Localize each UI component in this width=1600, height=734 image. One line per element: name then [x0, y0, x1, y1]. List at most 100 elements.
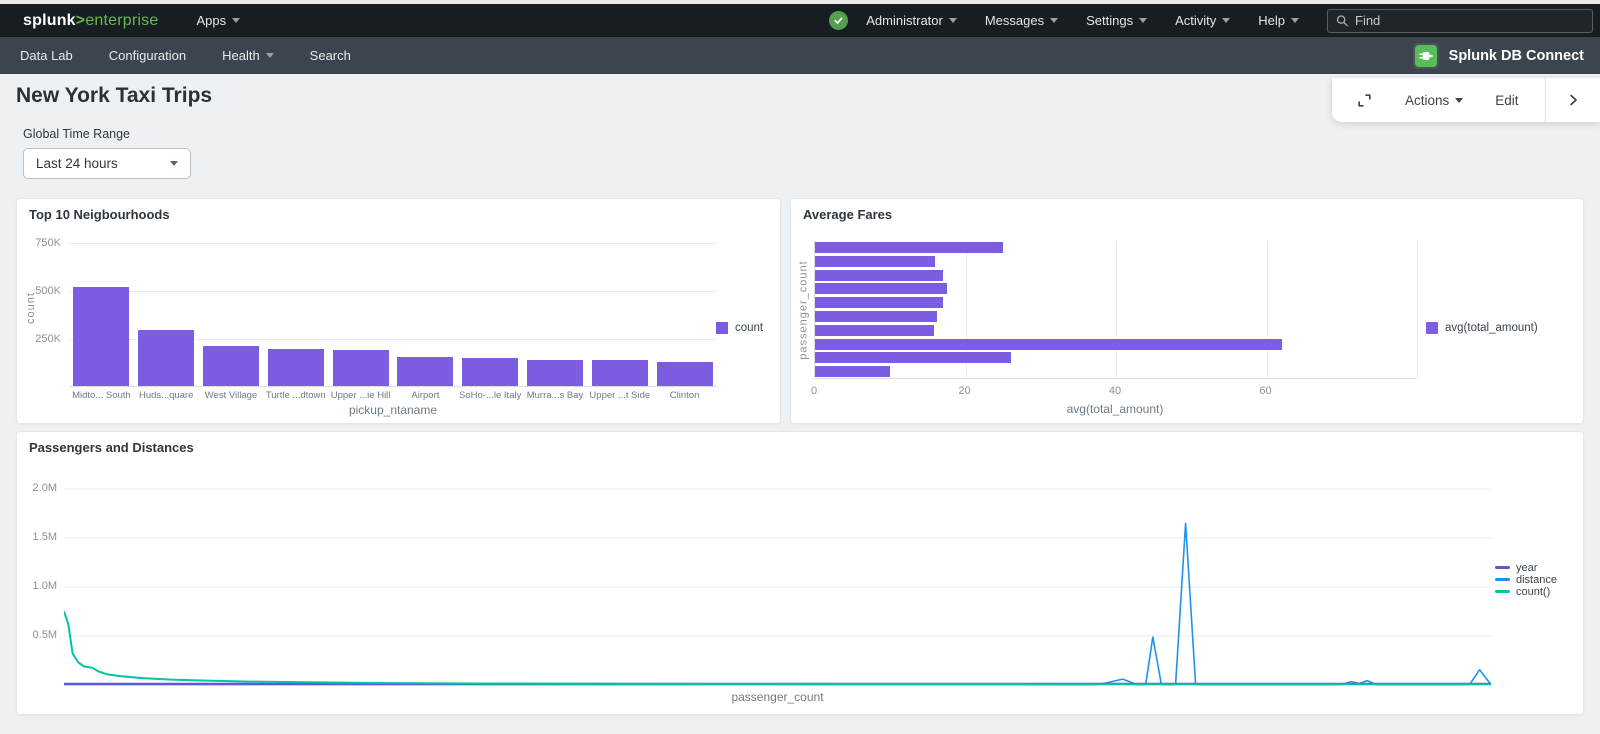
bar-chart-plot: [814, 241, 1418, 379]
nav-item-health[interactable]: Health: [222, 48, 274, 63]
y-tick-label: 0.5M: [32, 629, 57, 641]
page-title: New York Taxi Trips: [16, 84, 213, 107]
legend-swatch: [716, 322, 728, 334]
nav-item-data-lab[interactable]: Data Lab: [20, 48, 73, 63]
x-axis-title: pickup_ntaname: [348, 403, 438, 417]
logo-brand: splunk: [23, 11, 76, 29]
bar[interactable]: [203, 346, 259, 386]
x-tick-label: Turtle ...dtown: [265, 390, 326, 401]
search-icon: [1336, 15, 1348, 27]
bar[interactable]: [815, 283, 947, 295]
bar[interactable]: [815, 242, 1004, 253]
caret-down-icon: [170, 161, 178, 166]
bar-chart-plot: [69, 229, 717, 387]
find-input[interactable]: [1355, 13, 1584, 28]
activity-menu-label: Activity: [1175, 13, 1217, 28]
x-tick-label: West Village: [204, 390, 258, 401]
nav-item-search[interactable]: Search: [310, 48, 351, 63]
line-chart-plot: [63, 471, 1492, 689]
time-range-label: Global Time Range: [23, 127, 131, 141]
actions-button[interactable]: Actions: [1405, 92, 1464, 108]
expand-panel-button[interactable]: [1546, 93, 1600, 107]
x-tick-label: 0: [810, 385, 818, 397]
bar[interactable]: [815, 297, 943, 309]
gridline: [1417, 241, 1418, 378]
bar[interactable]: [397, 357, 454, 386]
legend-label: count: [735, 322, 764, 334]
y-axis-title: passenger_count: [797, 260, 810, 360]
x-axis-ticks: 0 20 40 60: [810, 385, 1416, 397]
chevron-right-icon: [1569, 94, 1577, 106]
x-tick-label: Upper ...t Side: [589, 390, 651, 401]
x-tick-label: 40: [1108, 385, 1122, 397]
bar[interactable]: [591, 360, 648, 386]
toolbar-divider: [1544, 78, 1546, 122]
x-tick-label: 60: [1259, 385, 1272, 397]
gridline: [69, 339, 717, 341]
gridline: [69, 243, 717, 245]
bar[interactable]: [815, 366, 891, 378]
edit-label: Edit: [1495, 92, 1519, 108]
apps-menu[interactable]: Apps: [196, 13, 241, 28]
db-connect-app-icon: [1412, 42, 1439, 69]
y-tick-label: 750K: [35, 237, 61, 250]
x-tick-label: Upper ...ie Hill: [330, 390, 391, 401]
legend-label: avg(total_amount): [1445, 322, 1538, 334]
panel-top-10-neighbourhoods: Top 10 Neigbourhoods count 750K 500K 250K …: [16, 198, 781, 424]
series-line-count[interactable]: [63, 611, 1491, 686]
nav-label: Health: [222, 48, 260, 63]
chart-legend: year distance count(): [1495, 562, 1557, 598]
bar[interactable]: [656, 362, 713, 386]
messages-menu-label: Messages: [984, 13, 1045, 28]
splunk-logo[interactable]: splunk>enterprise: [23, 12, 158, 30]
legend-label: distance: [1516, 573, 1557, 586]
messages-menu[interactable]: Messages: [984, 13, 1059, 28]
nav-label: Search: [309, 48, 351, 63]
y-tick-label: 1.5M: [32, 531, 57, 543]
bar[interactable]: [332, 350, 389, 386]
actions-label: Actions: [1405, 92, 1450, 108]
legend-swatch: [1495, 590, 1510, 593]
edit-button[interactable]: Edit: [1495, 93, 1518, 108]
series-line-distance[interactable]: [64, 522, 1492, 686]
expand-icon: [1358, 93, 1371, 107]
bar[interactable]: [138, 330, 195, 386]
health-status-icon[interactable]: [829, 11, 849, 30]
caret-down-icon: [1291, 18, 1299, 23]
user-menu[interactable]: Administrator: [866, 13, 957, 28]
find-search-box[interactable]: [1327, 8, 1593, 33]
plug-icon: [1418, 51, 1433, 60]
gridline: [1116, 241, 1117, 378]
bar[interactable]: [815, 311, 937, 322]
legend-swatch: [1495, 578, 1510, 581]
bar[interactable]: [527, 359, 583, 386]
bar[interactable]: [815, 324, 934, 336]
x-tick-label: Murra...s Bay: [526, 390, 584, 401]
nav-item-configuration[interactable]: Configuration: [109, 48, 186, 63]
activity-menu[interactable]: Activity: [1175, 13, 1231, 28]
bar[interactable]: [815, 352, 1011, 364]
bar[interactable]: [462, 358, 519, 386]
legend-label: year: [1516, 561, 1538, 574]
chart-legend: avg(total_amount): [1426, 322, 1538, 334]
bar[interactable]: [73, 287, 130, 386]
caret-down-icon: [1050, 18, 1059, 23]
check-icon: [834, 17, 843, 24]
gridline: [69, 291, 717, 293]
help-menu[interactable]: Help: [1258, 13, 1299, 28]
fullscreen-button[interactable]: [1356, 92, 1373, 109]
x-tick-label: Huds...quare: [138, 390, 194, 401]
logo-gt: >: [75, 11, 86, 29]
app-identity: Splunk DB Connect: [1412, 37, 1584, 74]
bar[interactable]: [815, 255, 936, 267]
top-nav-bar: splunk>enterprise Apps Administrator Mes…: [0, 4, 1600, 37]
caret-down-icon: [232, 18, 241, 23]
time-range-dropdown[interactable]: Last 24 hours: [23, 148, 191, 179]
y-tick-label: 2.0M: [32, 482, 57, 494]
settings-menu[interactable]: Settings: [1086, 13, 1148, 28]
bar[interactable]: [815, 269, 943, 281]
bar[interactable]: [267, 349, 324, 386]
app-name: Splunk DB Connect: [1448, 47, 1584, 64]
bar[interactable]: [815, 338, 1282, 350]
caret-down-icon: [1139, 18, 1148, 23]
